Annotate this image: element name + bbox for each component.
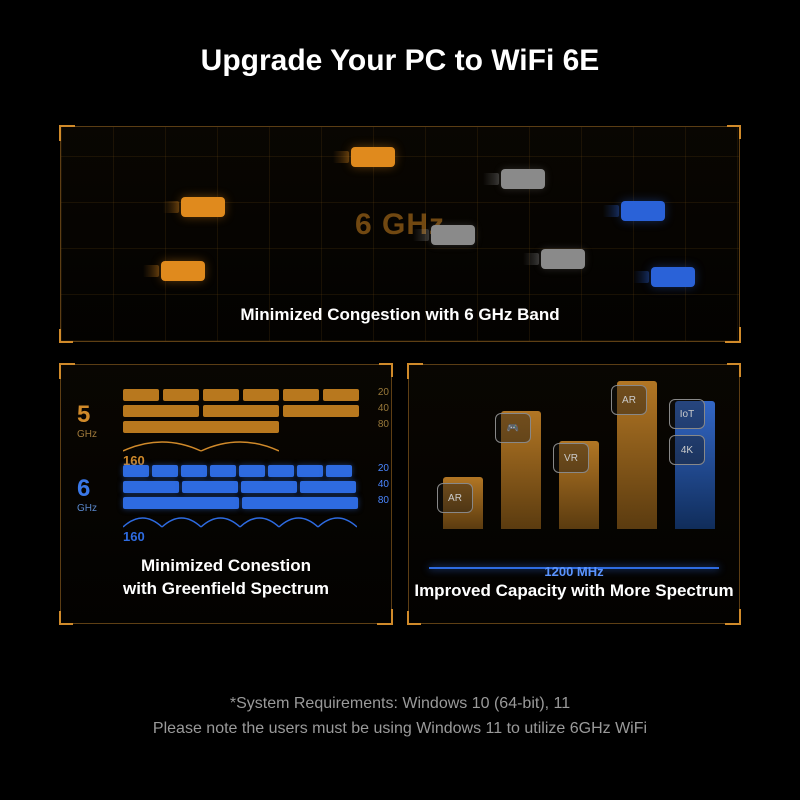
band-6ghz-label: 6GHz [77, 475, 97, 514]
car-icon [431, 225, 475, 245]
footer-line-1: *System Requirements: Windows 10 (64-bit… [0, 692, 800, 717]
spectrum-row: 40 [123, 481, 359, 493]
panel-greenfield-caption: Minimized Conestionwith Greenfield Spect… [61, 555, 391, 601]
car-icon [651, 267, 695, 287]
spectrum-row: 80 [123, 497, 359, 509]
panel-capacity-caption: Improved Capacity with More Spectrum [409, 581, 739, 601]
spectrum-line-label: 1200 MHz [409, 564, 739, 579]
capacity-icon: VR [553, 443, 589, 473]
spectrum-row: 20 [123, 465, 359, 477]
panel-congestion: 6 GHz Minimized Congestion with 6 GHz Ba… [60, 126, 740, 342]
car-icon [541, 249, 585, 269]
spectrum-arc-row: 160 [123, 513, 357, 529]
spectrum-row: 80 [123, 421, 359, 433]
capacity-icon: 4K [669, 435, 705, 465]
capacity-icon: AR [437, 483, 473, 513]
car-icon [181, 197, 225, 217]
spectrum-row: 40 [123, 405, 359, 417]
page-title: Upgrade Your PC to WiFi 6E [0, 0, 800, 106]
panel-greenfield: 5GHz 6GHz 20 40 80 160 20 40 80 160 Minimized … [60, 364, 392, 624]
car-icon [351, 147, 395, 167]
capacity-icon: 🎮 [495, 413, 531, 443]
spectrum-arc-row: 160 [123, 437, 279, 453]
panel-capacity: AR 🎮 VR AR IoT 4K 1200 MHz Improved Capacity … [408, 364, 740, 624]
footer-line-2: Please note the users must be using Wind… [0, 717, 800, 742]
footer-requirements: *System Requirements: Windows 10 (64-bit… [0, 692, 800, 742]
spectrum-row: 20 [123, 389, 359, 401]
car-icon [621, 201, 665, 221]
panel-congestion-caption: Minimized Congestion with 6 GHz Band [61, 305, 739, 325]
car-icon [161, 261, 205, 281]
capacity-chart: AR 🎮 VR AR IoT 4K [429, 385, 719, 563]
capacity-icon: IoT [669, 399, 705, 429]
band-5ghz-label: 5GHz [77, 401, 97, 440]
car-icon [501, 169, 545, 189]
capacity-icon: AR [611, 385, 647, 415]
